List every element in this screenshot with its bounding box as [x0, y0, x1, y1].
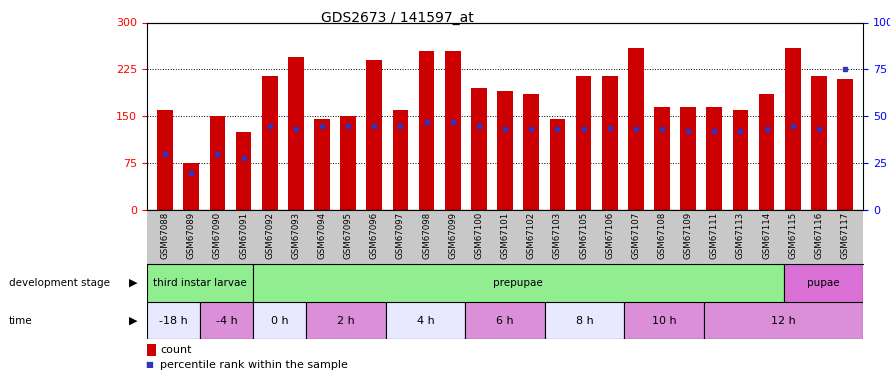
Bar: [147, 302, 200, 339]
Text: GSM67115: GSM67115: [789, 211, 797, 259]
Text: development stage: development stage: [9, 278, 109, 288]
Text: GSM67106: GSM67106: [605, 211, 614, 259]
Text: GSM67111: GSM67111: [709, 211, 719, 259]
Bar: [471, 88, 487, 210]
Bar: [340, 116, 356, 210]
Bar: [200, 302, 253, 339]
Bar: [392, 110, 409, 210]
Text: 4 h: 4 h: [417, 316, 434, 326]
Text: GSM67101: GSM67101: [500, 211, 510, 259]
Bar: [758, 94, 774, 210]
Text: ▶: ▶: [129, 316, 138, 326]
Bar: [523, 94, 539, 210]
Bar: [445, 51, 461, 210]
Text: ■: ■: [146, 360, 153, 369]
Text: GSM67107: GSM67107: [631, 211, 640, 259]
Text: GSM67109: GSM67109: [684, 211, 692, 259]
Bar: [732, 110, 748, 210]
Bar: [314, 119, 330, 210]
Text: GSM67097: GSM67097: [396, 211, 405, 259]
Text: GSM67090: GSM67090: [213, 211, 222, 259]
Bar: [704, 302, 863, 339]
Text: 12 h: 12 h: [772, 316, 796, 326]
Text: GSM67098: GSM67098: [422, 211, 431, 259]
Text: GSM67094: GSM67094: [318, 211, 327, 259]
Text: GSM67099: GSM67099: [449, 211, 457, 259]
Bar: [253, 264, 784, 302]
Text: GSM67113: GSM67113: [736, 211, 745, 259]
Text: GSM67100: GSM67100: [474, 211, 483, 259]
Text: GSM67102: GSM67102: [527, 211, 536, 259]
Bar: [549, 119, 565, 210]
Bar: [210, 116, 225, 210]
Bar: [628, 48, 643, 210]
Bar: [784, 264, 863, 302]
Text: GDS2673 / 141597_at: GDS2673 / 141597_at: [321, 11, 474, 25]
Text: GSM67096: GSM67096: [370, 211, 379, 259]
Text: GSM67108: GSM67108: [658, 211, 667, 259]
Bar: [654, 107, 670, 210]
Bar: [288, 57, 303, 210]
Text: ▶: ▶: [129, 278, 138, 288]
Bar: [602, 76, 618, 210]
Bar: [576, 76, 591, 210]
Text: GSM67092: GSM67092: [265, 211, 274, 259]
Text: -18 h: -18 h: [159, 316, 188, 326]
Bar: [837, 79, 853, 210]
Text: -4 h: -4 h: [215, 316, 238, 326]
Text: 0 h: 0 h: [271, 316, 288, 326]
Bar: [367, 60, 382, 210]
Text: GSM67089: GSM67089: [187, 211, 196, 259]
Bar: [680, 107, 696, 210]
Bar: [785, 48, 800, 210]
Bar: [625, 302, 704, 339]
Bar: [465, 302, 545, 339]
Bar: [158, 110, 173, 210]
Text: prepupae: prepupae: [493, 278, 543, 288]
Bar: [498, 91, 513, 210]
Text: time: time: [9, 316, 33, 326]
Bar: [183, 163, 199, 210]
Bar: [419, 51, 434, 210]
Bar: [262, 76, 278, 210]
Text: GSM67117: GSM67117: [840, 211, 849, 259]
Text: count: count: [160, 345, 191, 355]
Text: percentile rank within the sample: percentile rank within the sample: [160, 360, 348, 370]
Text: 10 h: 10 h: [652, 316, 676, 326]
Text: third instar larvae: third instar larvae: [153, 278, 247, 288]
Text: 6 h: 6 h: [497, 316, 514, 326]
Text: GSM67093: GSM67093: [291, 211, 301, 259]
Bar: [545, 302, 625, 339]
Text: 2 h: 2 h: [337, 316, 355, 326]
Bar: [253, 302, 306, 339]
Bar: [236, 132, 252, 210]
Text: GSM67091: GSM67091: [239, 211, 248, 259]
Text: GSM67116: GSM67116: [814, 211, 823, 259]
Text: GSM67095: GSM67095: [344, 211, 352, 259]
Text: GSM67088: GSM67088: [161, 211, 170, 259]
Text: GSM67103: GSM67103: [553, 211, 562, 259]
Bar: [385, 302, 465, 339]
Bar: [306, 302, 385, 339]
Text: GSM67105: GSM67105: [579, 211, 588, 259]
Text: pupae: pupae: [807, 278, 840, 288]
Text: 8 h: 8 h: [576, 316, 594, 326]
Bar: [147, 264, 253, 302]
Bar: [811, 76, 827, 210]
Bar: [707, 107, 722, 210]
Text: GSM67114: GSM67114: [762, 211, 771, 259]
